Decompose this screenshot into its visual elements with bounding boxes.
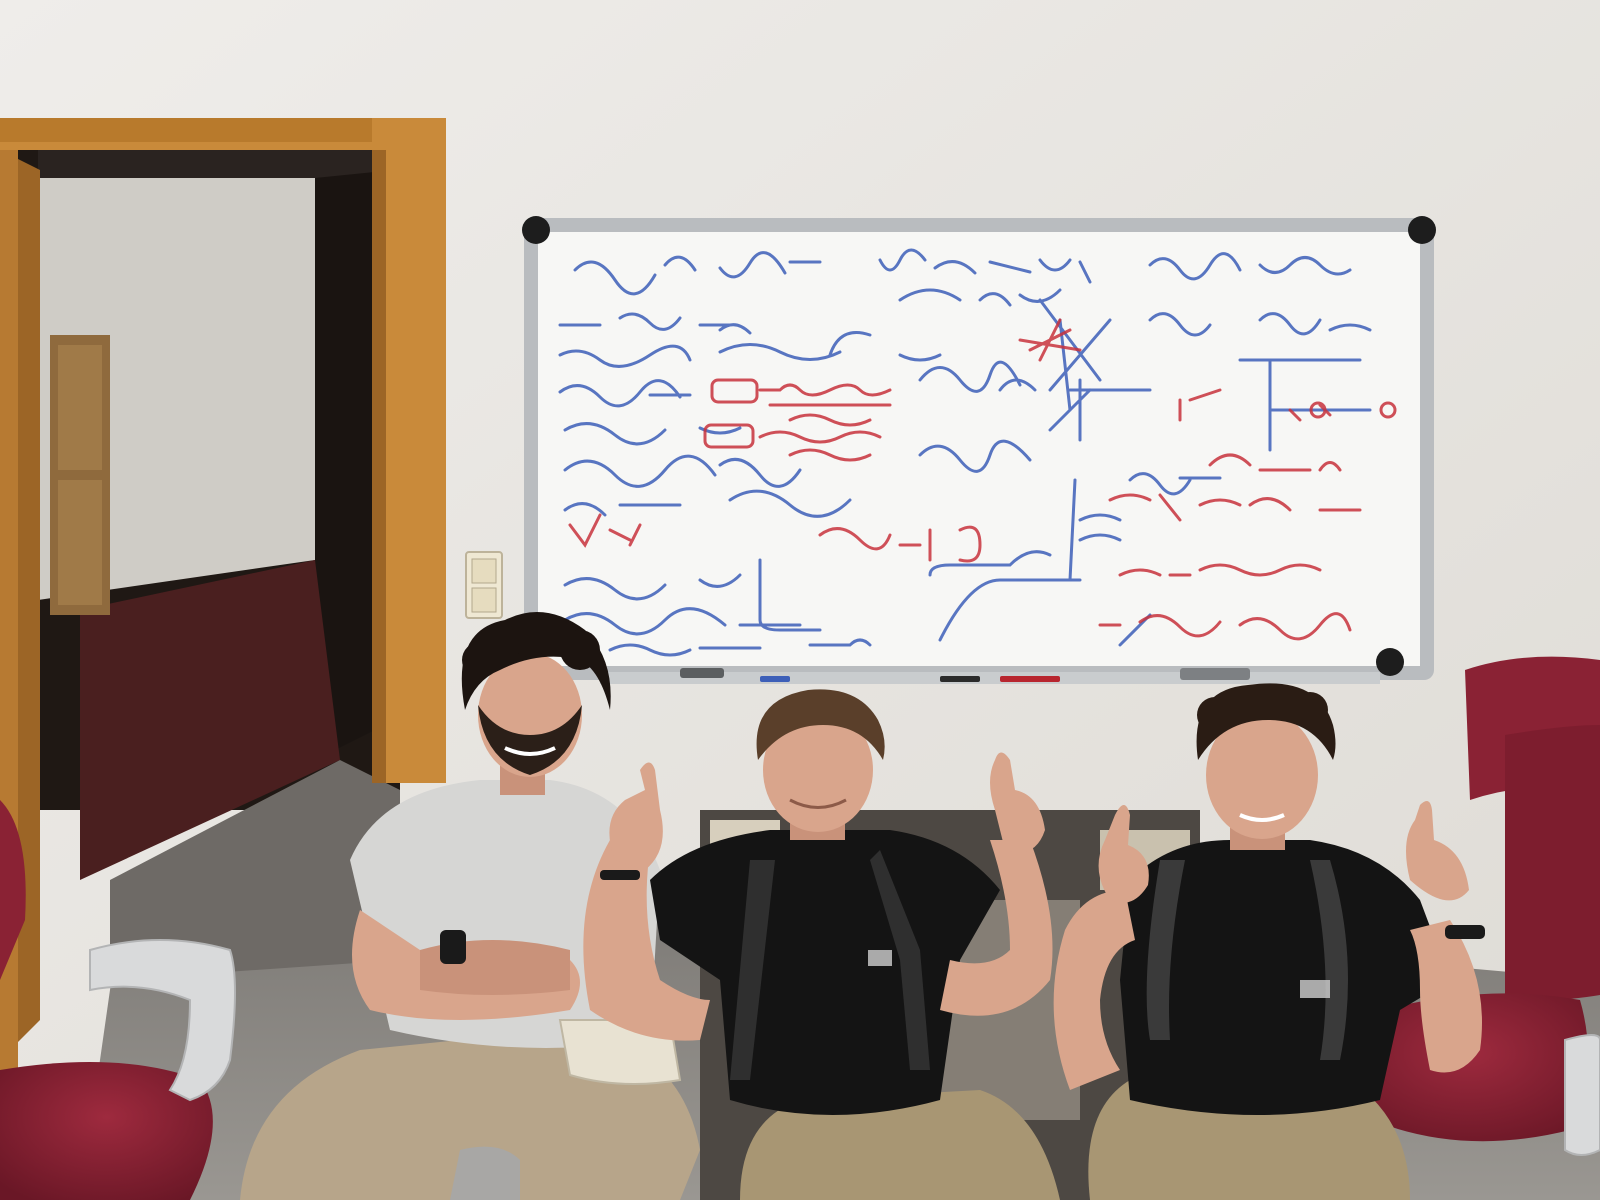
whiteboard-notes-blue <box>558 248 1372 657</box>
office-chair-left <box>0 800 236 1200</box>
whiteboard-notes-red <box>568 318 1397 641</box>
whiteboard <box>522 216 1436 684</box>
person-left <box>240 612 700 1200</box>
light-switch-icon[interactable] <box>465 551 503 619</box>
person-middle <box>583 689 1060 1200</box>
person-right <box>1053 683 1485 1200</box>
office-chair-right <box>1350 656 1600 1156</box>
